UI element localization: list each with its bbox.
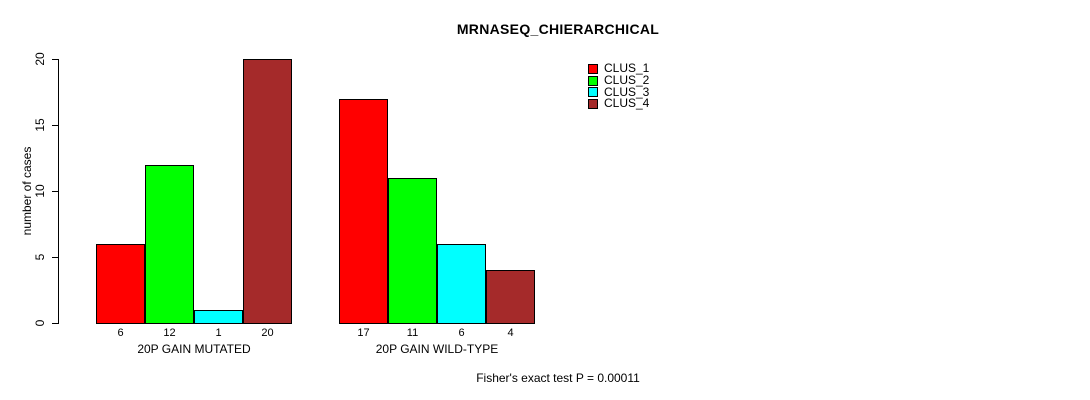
legend-item: CLUS_4	[588, 96, 650, 111]
fisher-test-annotation: Fisher's exact test P = 0.00011	[476, 371, 640, 385]
y-tick-mark	[52, 323, 58, 324]
bar-value-label: 6	[458, 327, 465, 339]
y-tick-label: 5	[33, 253, 47, 261]
legend-label: CLUS_3	[604, 84, 650, 99]
bar-value-label: 6	[117, 327, 124, 339]
bar-clus_3-group1	[194, 310, 243, 324]
chart-title: MRNASEQ_CHIERARCHICAL	[456, 21, 660, 37]
legend-item: CLUS_3	[588, 86, 649, 98]
bar-value-label: 4	[507, 327, 514, 339]
y-axis-line	[58, 59, 59, 324]
bar-clus_2-group2	[388, 178, 437, 324]
bar-value-label: 12	[163, 327, 176, 339]
y-tick-mark	[52, 257, 58, 258]
y-tick-label: 20	[33, 52, 47, 66]
legend-label: CLUS_4	[604, 96, 650, 111]
legend-item: CLUS_2	[588, 73, 650, 88]
x-group-label: 20P GAIN MUTATED	[137, 342, 251, 356]
bar-clus_4-group2	[486, 270, 535, 324]
legend-swatch	[588, 98, 598, 109]
y-tick-label: 10	[33, 184, 47, 198]
bar-clus_4-group1	[243, 59, 292, 324]
legend-swatch	[588, 75, 598, 86]
y-tick-mark	[52, 125, 58, 126]
legend-label: CLUS_1	[604, 61, 650, 76]
bar-value-label: 20	[261, 327, 274, 339]
bar-clus_1-group2	[339, 99, 388, 324]
bar-clus_1-group1	[96, 244, 145, 324]
bar-clus_3-group2	[437, 244, 486, 324]
x-group-label: 20P GAIN WILD-TYPE	[375, 342, 499, 356]
bar-clus_2-group1	[145, 165, 194, 324]
y-tick-mark	[52, 191, 58, 192]
bar-value-label: 17	[357, 327, 370, 339]
bar-value-label: 1	[215, 327, 222, 339]
legend-label: CLUS_2	[604, 73, 650, 88]
y-tick-label: 15	[33, 118, 47, 132]
legend-swatch	[588, 63, 598, 74]
y-tick-mark	[52, 59, 58, 60]
y-tick-label: 0	[33, 319, 47, 327]
legend-item: CLUS_1	[588, 61, 650, 76]
legend: CLUS_1 CLUS_2 CLUS_3 CLUS_4	[588, 61, 650, 111]
bar-value-label: 11	[406, 327, 419, 339]
legend-swatch	[588, 87, 598, 98]
